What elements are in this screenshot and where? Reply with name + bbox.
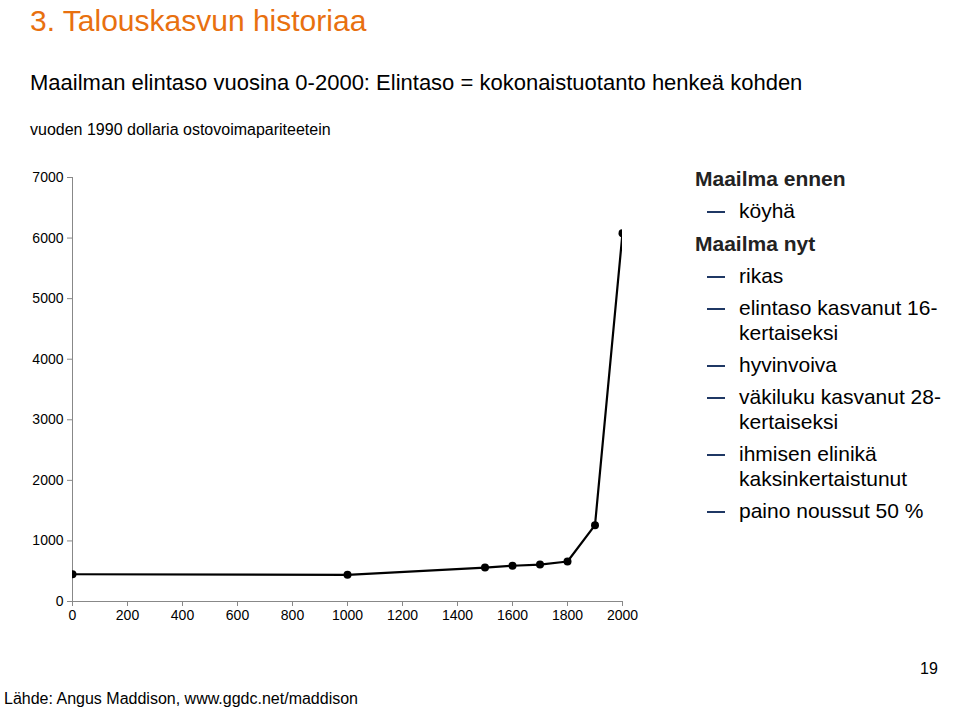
- svg-text:400: 400: [171, 607, 195, 623]
- svg-text:1600: 1600: [497, 607, 528, 623]
- html-text:hyvinvoiva: hyvinvoiva: [739, 353, 838, 376]
- svg-text:0: 0: [69, 607, 77, 623]
- html-text:vuoden 1990 dollaria ostovoima: vuoden 1990 dollaria ostovoimapariteetei…: [30, 121, 331, 138]
- html-text:köyhä: köyhä: [739, 199, 795, 222]
- svg-text:4000: 4000: [32, 351, 63, 367]
- svg-text:2000: 2000: [607, 607, 638, 623]
- svg-text:1200: 1200: [387, 607, 418, 623]
- svg-text:3000: 3000: [32, 411, 63, 427]
- svg-text:5000: 5000: [32, 290, 63, 306]
- html-text:paino noussut 50 %: paino noussut 50 %: [739, 499, 924, 522]
- svg-text:6000: 6000: [32, 230, 63, 246]
- html-text:3. Talouskasvun historiaa: 3. Talouskasvun historiaa: [30, 4, 367, 37]
- svg-text:1000: 1000: [32, 532, 63, 548]
- html-text:Maailma ennen: Maailma ennen: [695, 167, 846, 190]
- svg-text:2000: 2000: [32, 472, 63, 488]
- svg-text:1800: 1800: [552, 607, 583, 623]
- svg-text:7000: 7000: [32, 169, 63, 185]
- html-text:ihmisen elinikä kaksinkertaist: ihmisen elinikä kaksinkertaistunut: [739, 442, 908, 490]
- svg-text:800: 800: [281, 607, 305, 623]
- html-text:Maailma nyt: Maailma nyt: [695, 232, 816, 255]
- svg-text:1400: 1400: [442, 607, 473, 623]
- svg-text:600: 600: [226, 607, 250, 623]
- html-text:19: 19: [920, 660, 938, 677]
- html-text:Maailman elintaso vuosina 0-20: Maailman elintaso vuosina 0-2000: Elinta…: [30, 70, 803, 95]
- svg-text:200: 200: [116, 607, 140, 623]
- svg-text:1000: 1000: [332, 607, 363, 623]
- html-text:rikas: rikas: [739, 264, 784, 287]
- html-text:elintaso kasvanut 16-kertaisek: elintaso kasvanut 16-kertaiseksi: [739, 296, 938, 344]
- html-text:Lähde: Angus Maddison, www.ggd: Lähde: Angus Maddison, www.ggdc.net/madd…: [4, 690, 358, 707]
- html-text:väkiluku kasvanut 28-kertaisek: väkiluku kasvanut 28-kertaiseksi: [739, 385, 941, 433]
- svg-text:0: 0: [56, 593, 64, 609]
